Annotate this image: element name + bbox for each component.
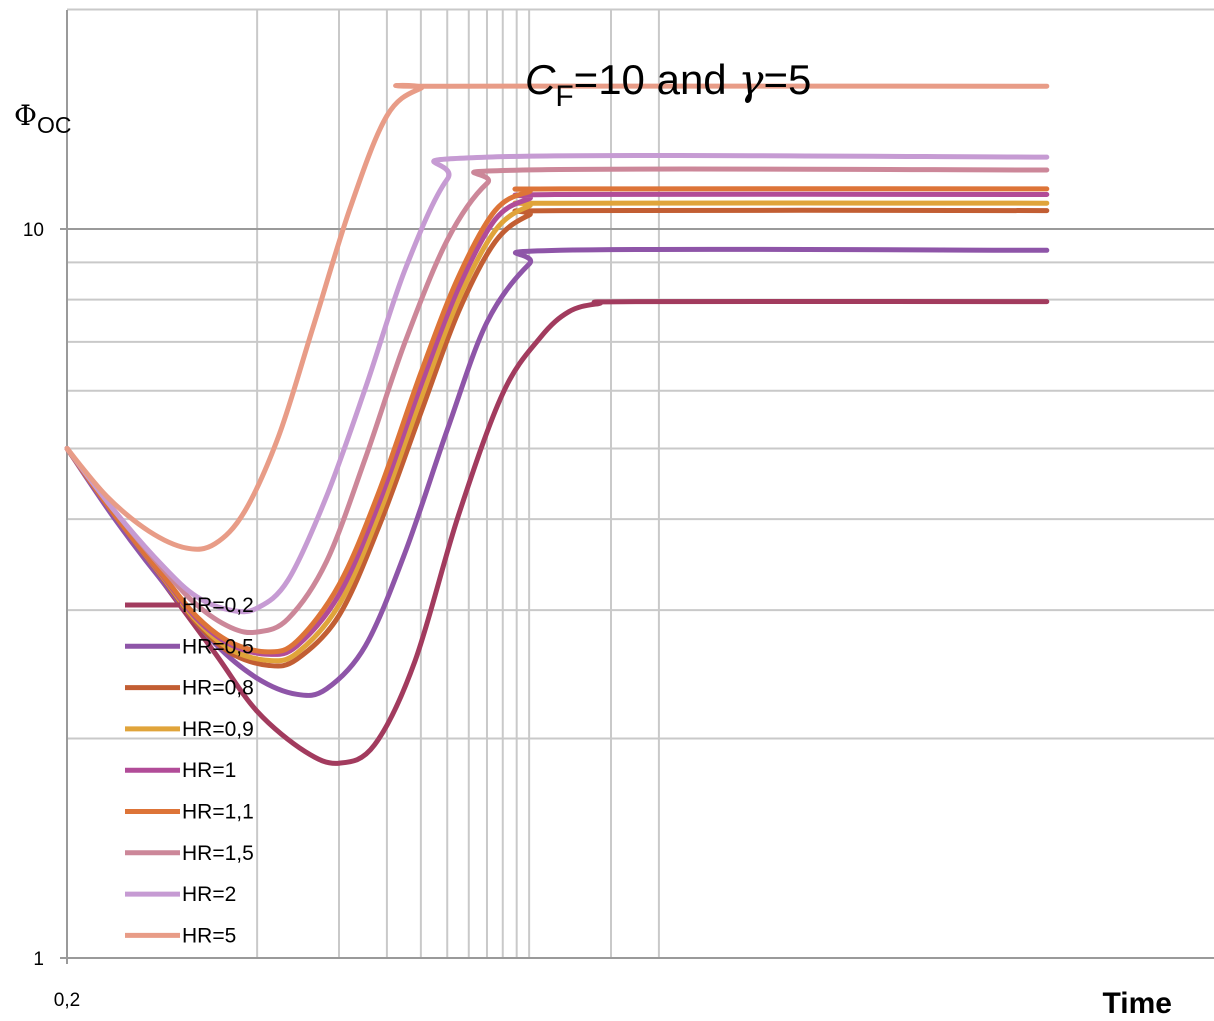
- title-var: C: [525, 56, 556, 103]
- x-axis-title: Time: [1103, 987, 1172, 1020]
- title-greek: γ: [738, 55, 764, 104]
- title-end: =5: [763, 56, 811, 103]
- axes-layer: [60, 10, 1214, 964]
- series-line-9: [64, 82, 1050, 552]
- y-axis-title-main: Φ: [14, 99, 37, 132]
- y-tick-label-1: 1: [33, 949, 44, 970]
- x-tick-label-0-2: 0,2: [54, 990, 80, 1011]
- legend-label-5: HR=1: [182, 759, 236, 782]
- series-line-1: [64, 298, 1050, 766]
- title-mid: =10 and: [574, 56, 739, 103]
- series-line-8: [64, 152, 1050, 615]
- series-line-2: [64, 246, 1050, 698]
- series-line-4: [64, 200, 1050, 664]
- legend-label-2: HR=0,5: [182, 635, 254, 658]
- y-tick-label-10: 10: [23, 220, 44, 241]
- title-sub: F: [555, 80, 573, 113]
- series-line-6: [64, 186, 1050, 655]
- legend-label-3: HR=0,8: [182, 677, 254, 700]
- legend-label-1: HR=0,2: [182, 594, 254, 617]
- chart-title: CF=10 and γ=5: [525, 55, 811, 113]
- legend-label-8: HR=2: [182, 883, 236, 906]
- legend-label-7: HR=1,5: [182, 842, 254, 865]
- series-line-7: [64, 166, 1050, 636]
- y-axis-title-sub: OC: [37, 112, 72, 138]
- legend-label-4: HR=0,9: [182, 718, 254, 741]
- legend-label-9: HR=5: [182, 924, 236, 947]
- legend: HR=0,2 HR=0,5 HR=0,8 HR=0,9 HR=1 HR=1,1 HR=1,5…: [125, 594, 254, 947]
- series-layer: [64, 82, 1050, 766]
- y-axis-title: ΦOC: [14, 99, 71, 138]
- legend-label-6: HR=1,1: [182, 801, 254, 824]
